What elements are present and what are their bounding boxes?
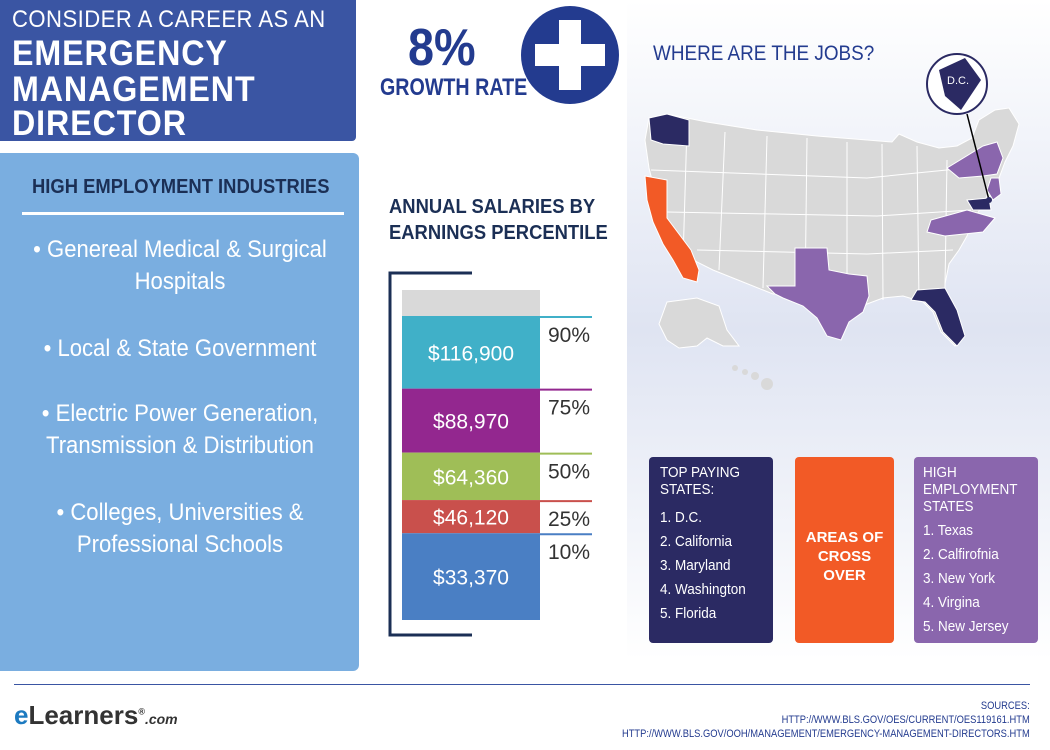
legend-cross-over-line: CROSS OVER xyxy=(817,548,872,584)
legend-list-item: 4. Virgina xyxy=(923,594,980,611)
sources-label: SOURCES: xyxy=(981,700,1030,712)
legend-cross-over xyxy=(795,457,894,643)
legend-cross-over-line: AREAS OF xyxy=(805,529,884,546)
dc-label: D.C. xyxy=(947,75,969,87)
source-link-1[interactable]: HTTP://WWW.BLS.GOV/OES/CURRENT/OES119161… xyxy=(781,714,1030,726)
state-florida xyxy=(910,287,966,347)
industries-divider xyxy=(22,212,344,215)
industry-item-line: Transmission & Distribution xyxy=(46,432,314,459)
industries-panel xyxy=(0,153,359,671)
legend-list-item: 3. New York xyxy=(923,570,996,587)
salary-chart-title-line: ANNUAL SALARIES BY xyxy=(389,196,596,218)
legend-cross-over-label: AREAS OF CROSS OVER xyxy=(795,528,894,585)
legend-high-employment-head-line: HIGH xyxy=(923,464,957,481)
growth-rate-value: 8% xyxy=(408,19,476,77)
title-line-director: DIRECTOR xyxy=(12,104,187,143)
sources-block: SOURCES: HTTP://WWW.BLS.GOV/OES/CURRENT/… xyxy=(622,699,1030,741)
us-map: D.C. xyxy=(644,53,1020,390)
state-new-jersey xyxy=(986,177,1002,201)
industry-item-line: • Local & State Government xyxy=(43,335,317,362)
growth-rate-label: GROWTH RATE xyxy=(380,74,528,101)
legend-list-item: 4. Washington xyxy=(660,581,746,598)
elearners-logo[interactable]: eLearners®.com xyxy=(14,700,178,731)
bar-segment-90 xyxy=(402,316,540,389)
footer-divider xyxy=(14,684,1030,685)
bar-segment-25 xyxy=(402,500,540,534)
title-intro: CONSIDER A CAREER AS AN xyxy=(12,6,326,33)
logo-word: Learners xyxy=(28,700,139,730)
logo-registered: ® xyxy=(138,706,145,717)
bar-value-label: $46,120 xyxy=(433,507,509,530)
state-hawaii xyxy=(732,365,773,390)
percentile-label: 50% xyxy=(548,461,590,484)
legend-list-item: 3. Maryland xyxy=(660,557,731,574)
legend-list-item: 2. California xyxy=(660,533,733,550)
state-maryland xyxy=(966,197,992,211)
legend-high-employment: HIGH EMPLOYMENT STATES 1. Texas 2. Calfi… xyxy=(914,457,1038,643)
logo-e: e xyxy=(14,700,29,730)
state-new-york xyxy=(946,141,1004,179)
dc-marker xyxy=(986,197,992,203)
logo-com: .com xyxy=(144,711,178,727)
bar-value-label: $88,970 xyxy=(433,411,509,434)
legend-list-item: 1. Texas xyxy=(923,522,974,539)
industry-item-government: • Local & State Government xyxy=(33,333,327,365)
bar-segment-75 xyxy=(402,388,540,453)
legend-high-employment-head-line: STATES xyxy=(923,498,974,515)
industry-item-line: • Colleges, Universities & xyxy=(56,499,304,526)
percentile-label: 10% xyxy=(548,541,590,564)
legend-list-item: 5. New Jersey xyxy=(923,618,1009,635)
state-alaska xyxy=(658,297,740,349)
bar-value-label: $64,360 xyxy=(433,466,509,489)
state-virginia xyxy=(926,209,996,237)
chart-bracket xyxy=(388,271,472,637)
industry-item-colleges: • Colleges, Universities & Professional … xyxy=(33,497,327,561)
industry-item-line: Professional Schools xyxy=(76,531,284,558)
bar-segment-10 xyxy=(402,533,540,620)
legend-list-item: 2. Calfirofnia xyxy=(923,546,999,563)
percentile-label: 90% xyxy=(548,324,590,347)
industries-title: HIGH EMPLOYMENT INDUSTRIES xyxy=(32,176,330,198)
percentile-label: 75% xyxy=(548,397,590,420)
salary-chart: $116,900 90% $88,970 75% $64,360 50% $46,120 25… xyxy=(388,271,592,637)
legend-top-paying-head-line: STATES: xyxy=(660,481,715,498)
state-washington xyxy=(648,113,690,147)
industry-item-electric-power: • Electric Power Generation, Transmissio… xyxy=(33,398,327,462)
source-link-2[interactable]: HTTP://WWW.BLS.GOV/OOH/MANAGEMENT/EMERGE… xyxy=(622,728,1030,740)
legend-top-paying-head-line: TOP PAYING xyxy=(660,464,741,481)
title-line-management: MANAGEMENT xyxy=(12,70,256,109)
industry-item-line: • Genereal Medical & Surgical xyxy=(33,236,327,263)
dc-callout-shape xyxy=(939,58,981,110)
bar-value-label: $33,370 xyxy=(433,567,509,590)
bar-value-label: $116,900 xyxy=(428,342,514,365)
legend-high-employment-head-line: EMPLOYMENT xyxy=(923,481,1018,498)
map-title: WHERE ARE THE JOBS? xyxy=(653,42,875,65)
salary-chart-title-line: EARNINGS PERCENTILE xyxy=(389,222,608,244)
title-line-emergency: EMERGENCY xyxy=(12,34,228,73)
bar-segment-50 xyxy=(402,452,540,501)
state-texas xyxy=(765,247,870,341)
percentile-label: 25% xyxy=(548,508,590,531)
legend-list-item: 5. Florida xyxy=(660,605,717,622)
state-california xyxy=(644,175,700,283)
legend-list-item: 1. D.C. xyxy=(660,509,703,526)
medical-plus-icon xyxy=(521,6,619,104)
salary-chart-title: ANNUAL SALARIES BY EARNINGS PERCENTILE xyxy=(389,194,608,246)
industry-item-line: Hospitals xyxy=(134,268,226,295)
legend-top-paying: TOP PAYING STATES: 1. D.C. 2. California… xyxy=(649,457,773,643)
industry-item-hospitals: • Genereal Medical & Surgical Hospitals xyxy=(33,234,327,298)
bar-top-cap xyxy=(402,290,540,316)
dc-callout-line xyxy=(966,113,990,201)
industry-item-line: • Electric Power Generation, xyxy=(41,400,319,427)
title-banner xyxy=(0,0,356,141)
